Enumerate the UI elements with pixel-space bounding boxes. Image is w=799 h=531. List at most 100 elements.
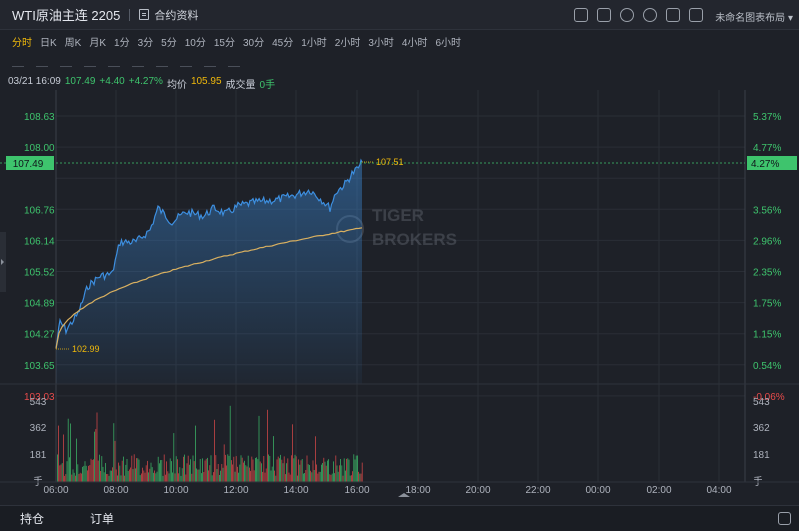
price-tick-5: 105.52 bbox=[24, 268, 55, 279]
period-12[interactable]: 2小时 bbox=[334, 37, 361, 49]
high-label: 107.51 bbox=[376, 157, 404, 167]
period-2[interactable]: 周K bbox=[64, 37, 82, 49]
magnet-icon[interactable] bbox=[204, 57, 216, 67]
eye-icon[interactable] bbox=[180, 57, 192, 67]
lock-icon[interactable] bbox=[156, 57, 168, 67]
rect-tool-icon[interactable] bbox=[36, 57, 48, 67]
vol-tick-right-0: 543 bbox=[753, 397, 770, 408]
price-tick-6: 104.89 bbox=[24, 299, 55, 310]
edit-icon[interactable] bbox=[597, 8, 611, 22]
info-datetime: 03/21 16:09 bbox=[8, 76, 61, 87]
price-tick-9: 103.03 bbox=[24, 392, 55, 403]
price-tick-8: 103.65 bbox=[24, 361, 55, 372]
time-tick-7: 20:00 bbox=[465, 485, 490, 496]
side-panel-handle[interactable] bbox=[0, 232, 6, 292]
pct-tick-5: 2.35% bbox=[753, 268, 781, 279]
info-avg-label: 均价 bbox=[166, 80, 187, 91]
period-14[interactable]: 4小时 bbox=[401, 37, 428, 49]
period-10[interactable]: 45分 bbox=[272, 37, 294, 49]
period-5[interactable]: 3分 bbox=[137, 37, 154, 49]
document-icon bbox=[139, 9, 150, 20]
price-tick-1: 108.00 bbox=[24, 143, 55, 154]
vol-tick-left-1: 362 bbox=[30, 423, 47, 434]
period-15[interactable]: 6小时 bbox=[435, 37, 462, 49]
pct-tick-3: 3.56% bbox=[753, 205, 781, 216]
pct-tick-7: 1.15% bbox=[753, 330, 781, 341]
time-tick-5: 16:00 bbox=[344, 485, 369, 496]
info-change-pct: +4.27% bbox=[128, 76, 163, 87]
trash-icon[interactable] bbox=[228, 57, 240, 67]
time-tick-8: 22:00 bbox=[525, 485, 550, 496]
expand-icon[interactable] bbox=[778, 512, 791, 525]
current-price-tag-text: 107.49 bbox=[13, 159, 44, 170]
price-line bbox=[55, 158, 363, 348]
fib-tool-icon[interactable] bbox=[84, 57, 96, 67]
drawing-toolbar bbox=[0, 52, 799, 72]
watermark-line2: BROKERS bbox=[372, 230, 457, 249]
intraday-chart[interactable]: TIGER BROKERS 108.63108.00106.76106.1410… bbox=[0, 90, 799, 500]
grid-icon[interactable] bbox=[689, 8, 703, 22]
time-tick-3: 12:00 bbox=[223, 485, 248, 496]
vol-tick-right-2: 181 bbox=[753, 450, 770, 461]
time-tick-11: 04:00 bbox=[706, 485, 731, 496]
period-4[interactable]: 1分 bbox=[114, 37, 130, 49]
instrument-title: WTI原油主连 2205 bbox=[12, 8, 121, 23]
price-tick-3: 106.76 bbox=[24, 205, 55, 216]
layout-label: 未命名图表布局 bbox=[715, 13, 786, 24]
toolbar bbox=[574, 8, 703, 22]
line-tool-icon[interactable] bbox=[12, 57, 24, 67]
volume-bars bbox=[57, 405, 363, 482]
info-bar: 03/21 16:09 107.49 +4.40 +4.27% 均价 105.9… bbox=[8, 76, 275, 91]
price-axis: 108.63 108.00 106.76 106.14 105.52 104.89 104.… bbox=[24, 112, 55, 403]
period-11[interactable]: 1小时 bbox=[301, 37, 327, 49]
avg-price-line bbox=[55, 227, 363, 349]
period-9[interactable]: 30分 bbox=[242, 37, 265, 49]
divider bbox=[129, 8, 131, 21]
time-tick-10: 02:00 bbox=[646, 485, 671, 496]
period-1[interactable]: 日K bbox=[40, 37, 57, 49]
pct-tick-1: 4.77% bbox=[753, 143, 781, 154]
pct-tick-8: 0.54% bbox=[753, 361, 781, 372]
chart-grid bbox=[55, 90, 746, 482]
period-6[interactable]: 5分 bbox=[161, 37, 177, 49]
gear-icon[interactable] bbox=[643, 8, 657, 22]
fullscreen-icon[interactable] bbox=[666, 8, 680, 22]
time-tick-2: 10:00 bbox=[163, 485, 188, 496]
info-change: +4.40 bbox=[99, 76, 125, 87]
top-bar: WTI原油主连 2205 合约资料 未命名图表布局 ▾ bbox=[0, 0, 799, 30]
period-selector: 分时 日K 周K 月K 1分 3分 5分 10分 15分 30分 45分 1小时 2小时 3小时 4小时 6小… bbox=[0, 30, 799, 52]
current-pct-tag bbox=[747, 156, 797, 170]
layout-dropdown[interactable]: 未命名图表布局 ▾ bbox=[715, 13, 793, 24]
time-tick-1: 08:00 bbox=[103, 485, 128, 496]
tab-positions[interactable]: 持仓 bbox=[20, 512, 45, 526]
time-tick-9: 00:00 bbox=[585, 485, 610, 496]
pct-tick-4: 2.96% bbox=[753, 236, 781, 247]
period-8[interactable]: 15分 bbox=[213, 37, 235, 49]
time-tick-4: 14:00 bbox=[283, 485, 308, 496]
ruler-tool-icon[interactable] bbox=[132, 57, 144, 67]
info-avg-value: 105.95 bbox=[190, 76, 222, 87]
collapse-arrow-icon bbox=[398, 493, 410, 497]
watermark: TIGER BROKERS bbox=[336, 206, 457, 249]
vol-tick-left-0: 543 bbox=[30, 397, 47, 408]
cursor-tool-icon[interactable] bbox=[108, 57, 120, 67]
refresh-icon[interactable] bbox=[620, 8, 634, 22]
low-label: 102.99 bbox=[72, 344, 100, 354]
period-3[interactable]: 月K bbox=[89, 37, 107, 49]
contract-info-button[interactable]: 合约资料 bbox=[139, 7, 198, 23]
time-tick-6: 18:00 bbox=[405, 485, 430, 496]
tab-orders[interactable]: 订单 bbox=[90, 512, 115, 526]
period-7[interactable]: 10分 bbox=[184, 37, 206, 49]
contract-info-label: 合约资料 bbox=[154, 9, 199, 22]
time-tick-0: 06:00 bbox=[43, 485, 68, 496]
price-area bbox=[56, 160, 362, 384]
price-tick-0: 108.63 bbox=[24, 112, 55, 123]
period-0[interactable]: 分时 bbox=[12, 37, 32, 49]
pattern-tool-icon[interactable] bbox=[60, 57, 72, 67]
period-13[interactable]: 3小时 bbox=[368, 37, 394, 49]
info-price: 107.49 bbox=[64, 76, 96, 87]
screen-icon[interactable] bbox=[574, 8, 588, 22]
current-price-tag bbox=[6, 156, 54, 170]
info-volume-label: 成交量 bbox=[225, 80, 256, 91]
pct-tick-6: 1.75% bbox=[753, 299, 781, 310]
